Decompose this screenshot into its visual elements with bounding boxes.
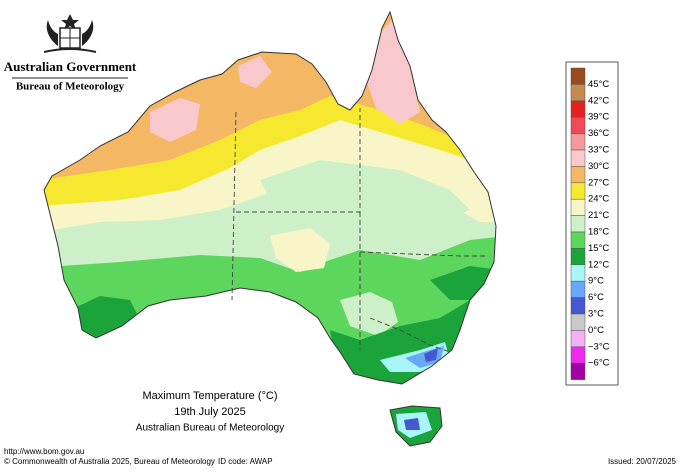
legend-swatch bbox=[570, 84, 586, 102]
legend-swatch bbox=[570, 264, 586, 282]
legend-label: 24°C bbox=[588, 194, 609, 205]
legend-swatch bbox=[570, 231, 586, 249]
footer-issued: Issued: 20/07/2025 bbox=[608, 457, 677, 466]
legend-label: 9°C bbox=[588, 276, 604, 287]
footer-id-code: ID code: AWAP bbox=[218, 457, 273, 466]
coat-of-arms bbox=[43, 14, 97, 53]
legend-swatch bbox=[570, 362, 586, 380]
legend-swatch bbox=[570, 100, 586, 118]
map-zone bbox=[340, 292, 398, 336]
state-border bbox=[231, 111, 237, 301]
map-zone bbox=[150, 98, 200, 142]
map-date: 19th July 2025 bbox=[174, 406, 246, 418]
legend-label: 0°C bbox=[588, 325, 604, 336]
legend-swatch bbox=[570, 313, 586, 331]
state-borders bbox=[231, 108, 488, 353]
legend-label: −3°C bbox=[588, 341, 610, 352]
map-zone bbox=[260, 160, 470, 222]
legend-swatch bbox=[570, 182, 586, 200]
legend-label: 45°C bbox=[588, 79, 609, 90]
legend-swatch bbox=[570, 116, 586, 134]
footer-url: http://www.bom.gov.au bbox=[4, 447, 84, 456]
footer-copyright: © Commonwealth of Australia 2025, Bureau… bbox=[4, 457, 215, 466]
legend-swatch bbox=[570, 198, 586, 216]
legend-swatch bbox=[570, 330, 586, 348]
coastline bbox=[43, 10, 497, 447]
legend-swatch bbox=[570, 248, 586, 266]
legend-swatch bbox=[570, 346, 586, 364]
legend-label: −6°C bbox=[588, 358, 610, 369]
state-border bbox=[359, 212, 488, 257]
legend-swatch bbox=[570, 67, 586, 85]
legend-label: 33°C bbox=[588, 145, 609, 156]
legend-swatch bbox=[570, 149, 586, 167]
legend-swatch bbox=[570, 133, 586, 151]
legend-swatch bbox=[570, 297, 586, 315]
legend-label: 30°C bbox=[588, 161, 609, 172]
legend-label: 27°C bbox=[588, 177, 609, 188]
map-zone bbox=[424, 348, 438, 362]
map-zone bbox=[404, 418, 420, 430]
state-border bbox=[369, 317, 451, 353]
legend-label: 6°C bbox=[588, 292, 604, 303]
legend-label: 21°C bbox=[588, 210, 609, 221]
legend-swatch bbox=[570, 280, 586, 298]
map-zone bbox=[366, 20, 420, 124]
map-title: Maximum Temperature (°C) bbox=[142, 390, 277, 402]
legend-label: 36°C bbox=[588, 128, 609, 139]
legend-label: 18°C bbox=[588, 227, 609, 238]
legend-label: 42°C bbox=[588, 95, 609, 106]
map-source: Australian Bureau of Meteorology bbox=[136, 423, 284, 434]
legend-label: 3°C bbox=[588, 309, 604, 320]
legend: 45°C 42°C 39°C 36°C 33°C 30°C 27°C 24°C 21°C 18°C… bbox=[565, 61, 619, 386]
agency-name: Bureau of Meteorology bbox=[16, 81, 125, 93]
map-zone bbox=[270, 228, 330, 272]
legend-label: 12°C bbox=[588, 259, 609, 270]
legend-swatch bbox=[570, 166, 586, 184]
legend-swatch bbox=[570, 215, 586, 233]
government-name: Australian Government bbox=[4, 59, 137, 74]
legend-label: 15°C bbox=[588, 243, 609, 254]
legend-label: 39°C bbox=[588, 112, 609, 123]
map-zone bbox=[238, 56, 272, 88]
